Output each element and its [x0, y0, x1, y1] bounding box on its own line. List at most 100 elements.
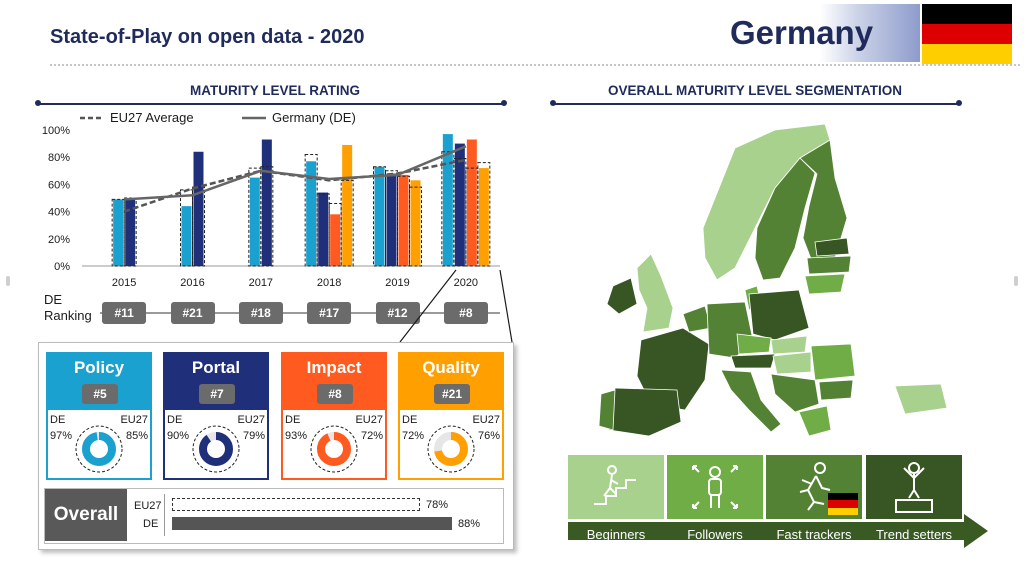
ranking-label-line2: Ranking: [44, 308, 92, 323]
card-header: Portal #7: [165, 354, 267, 410]
map-italy: [720, 369, 782, 433]
bar-eu27-policy-2020: [441, 151, 455, 267]
x-tick-label: 2019: [385, 277, 409, 289]
segment-followers: [667, 455, 763, 519]
card-header: Impact #8: [283, 354, 385, 410]
card-eu-label: EU27: [120, 414, 148, 426]
segment-arrow: [568, 514, 988, 548]
card-title: Impact: [306, 358, 362, 377]
card-de-label: DE: [167, 414, 183, 426]
x-tick-label: 2015: [112, 277, 136, 289]
ranking-badge: #8: [443, 302, 488, 324]
map-cyprus: [894, 383, 948, 415]
segment-beginners: [568, 455, 664, 519]
x-tick-label: 2018: [317, 277, 341, 289]
bar-eu27-portal-2017: [260, 166, 274, 267]
card-impact: Impact #8 DE EU27 93% 72%: [281, 352, 387, 480]
card-eu-label: EU27: [355, 414, 383, 426]
card-de-value: 93%: [285, 430, 308, 442]
germany-flag-icon: [922, 4, 1012, 64]
card-rank-badge: #5: [82, 384, 118, 404]
section-dot: [550, 100, 556, 106]
overall-label-box: Overall: [45, 489, 127, 541]
y-tick-label: 20%: [48, 234, 70, 246]
europe-map: [598, 123, 948, 437]
bar-eu27-quality-2019: [409, 186, 422, 267]
bar-portal-2016: [193, 151, 204, 266]
bar-impact-2018: [330, 214, 341, 266]
overall-de-bar: [172, 517, 452, 530]
germany-line: [124, 145, 467, 201]
bar-quality-2018: [342, 144, 353, 266]
ranking-label: DE Ranking: [44, 292, 92, 324]
map-lithuania: [804, 273, 846, 295]
card-eu-value: 85%: [125, 430, 148, 442]
card-eu-value: 76%: [477, 430, 500, 442]
section-dot: [956, 100, 962, 106]
bar-eu27-impact-2018: [328, 202, 342, 267]
card-rank-badge: #21: [434, 384, 470, 404]
card-header: Quality #21: [400, 354, 502, 410]
map-romania: [810, 343, 856, 381]
bar-portal-2019: [386, 173, 397, 266]
ranking-label-line1: DE: [44, 292, 63, 307]
y-tick-label: 40%: [48, 207, 70, 219]
overall-eu-label: EU27: [134, 500, 162, 512]
card-de-value: 72%: [402, 430, 425, 442]
bar-impact-2020: [466, 139, 477, 266]
y-tick-label: 100%: [42, 125, 70, 137]
segment-label: Trend setters: [875, 527, 953, 542]
bar-impact-2019: [398, 174, 409, 266]
donut-de-arc: [434, 432, 468, 466]
runner-icon: [799, 462, 831, 511]
stairs-climber-icon: [594, 465, 636, 505]
card-eu-label: EU27: [237, 414, 265, 426]
bar-policy-2015: [113, 199, 124, 266]
overall-eu-bar: [172, 498, 420, 511]
card-de-label: DE: [50, 414, 66, 426]
donut-de-arc: [317, 432, 351, 466]
legend-de-label: Germany (DE): [272, 110, 356, 125]
segment-fast-trackers: [766, 455, 862, 519]
segmentation-section-line: [553, 103, 959, 105]
segment-label: Followers: [687, 527, 743, 542]
map-benelux: [682, 305, 712, 333]
donut-eu27-ring: [192, 425, 240, 473]
map-poland: [748, 289, 810, 341]
card-header: Policy #5: [48, 354, 150, 410]
ranking-badge: #17: [307, 302, 352, 324]
card-eu-value: 72%: [360, 430, 383, 442]
segment-trend-setters: [866, 455, 962, 519]
podium-winner-icon: [895, 462, 933, 513]
card-title: Portal: [191, 358, 241, 377]
card-title: Policy: [73, 358, 125, 377]
bar-eu27-portal-2016: [192, 186, 205, 267]
donut-eu27-ring: [310, 425, 358, 473]
map-czechia: [736, 333, 772, 355]
overall-de-label: DE: [143, 518, 159, 530]
bar-eu27-policy-2019: [373, 166, 386, 267]
donut-de-arc: [199, 432, 233, 466]
legend-eu27-label: EU27 Average: [110, 110, 194, 125]
card-donut: [310, 425, 358, 473]
map-estonia: [814, 237, 850, 257]
map-latvia: [806, 255, 852, 275]
y-tick-label: 0%: [54, 261, 70, 273]
maturity-chart: 0% 20% 40% 60% 80% 100% 2015 2016 2017 2018 2019 2…: [42, 110, 500, 289]
card-de-label: DE: [402, 414, 418, 426]
bar-quality-2019: [410, 180, 421, 266]
card-de-label: DE: [285, 414, 301, 426]
card-donut: [75, 425, 123, 473]
header-divider: [50, 64, 1020, 66]
map-spain: [608, 387, 682, 437]
bar-eu27-portal-2019: [385, 170, 398, 267]
header-decoration: [820, 4, 920, 62]
ranking-badge: #12: [375, 302, 420, 324]
map-austria: [730, 353, 776, 369]
bar-eu27-quality-2020: [477, 162, 491, 267]
maturity-section-title: MATURITY LEVEL RATING: [189, 83, 360, 98]
map-uk: [636, 253, 674, 333]
bar-portal-2018: [318, 192, 329, 266]
card-quality: Quality #21 DE EU27 72% 76%: [398, 352, 504, 480]
